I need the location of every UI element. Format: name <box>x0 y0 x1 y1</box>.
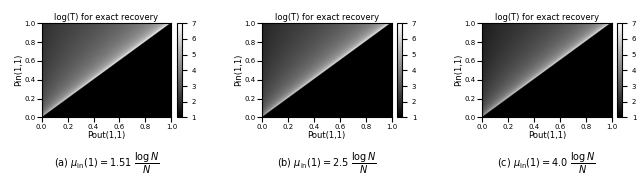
Text: (c) $\mu_{\mathrm{in}}(1) = 4.0\ \dfrac{\log N}{N}$: (c) $\mu_{\mathrm{in}}(1) = 4.0\ \dfrac{… <box>497 151 596 176</box>
Y-axis label: Pin(1,1): Pin(1,1) <box>13 54 22 87</box>
Title: log(T) for exact recovery: log(T) for exact recovery <box>54 13 159 22</box>
Text: (b) $\mu_{\mathrm{in}}(1) = 2.5\ \dfrac{\log N}{N}$: (b) $\mu_{\mathrm{in}}(1) = 2.5\ \dfrac{… <box>276 151 376 176</box>
Text: (a) $\mu_{\mathrm{in}}(1) = 1.51\ \dfrac{\log N}{N}$: (a) $\mu_{\mathrm{in}}(1) = 1.51\ \dfrac… <box>54 151 159 176</box>
X-axis label: Pout(1,1): Pout(1,1) <box>308 131 346 140</box>
Y-axis label: Pin(1,1): Pin(1,1) <box>454 54 463 87</box>
Title: log(T) for exact recovery: log(T) for exact recovery <box>275 13 379 22</box>
X-axis label: Pout(1,1): Pout(1,1) <box>88 131 125 140</box>
X-axis label: Pout(1,1): Pout(1,1) <box>528 131 566 140</box>
Y-axis label: Pin(1,1): Pin(1,1) <box>234 54 243 87</box>
Title: log(T) for exact recovery: log(T) for exact recovery <box>495 13 599 22</box>
